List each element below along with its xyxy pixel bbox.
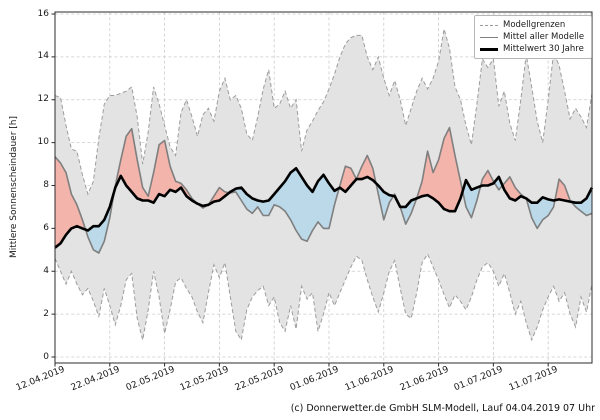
black-line-sample-icon [480, 47, 498, 51]
y-tick-label: 0 [43, 351, 49, 362]
legend-item-model-mean: Mittel aller Modelle [480, 31, 591, 43]
legend-label: Modellgrenzen [503, 20, 566, 30]
legend: Modellgrenzen Mittel aller Modelle Mitte… [474, 15, 592, 59]
lower-model-limit-line [54, 253, 593, 342]
dashed-line-sample-icon [480, 24, 498, 26]
y-tick-label: 14 [37, 51, 49, 62]
upper-model-limit-line [54, 28, 593, 196]
y-tick-label: 6 [43, 222, 49, 233]
climate-mean-line [54, 167, 594, 249]
copyright-caption: (c) Donnerwetter.de GmbH SLM-Modell, Lau… [290, 403, 595, 414]
legend-label: Mittelwert 30 Jahre [503, 44, 584, 54]
plot-border [54, 11, 593, 364]
y-tick-label: 4 [43, 265, 49, 276]
gray-line-sample-icon [480, 36, 498, 38]
y-tick-label: 10 [37, 137, 49, 148]
y-tick-label: 12 [37, 94, 49, 105]
legend-item-climate-mean: Mittelwert 30 Jahre [480, 43, 591, 55]
legend-label: Mittel aller Modelle [503, 32, 585, 42]
y-tick-label: 8 [43, 180, 49, 190]
y-tick-label: 2 [43, 308, 49, 319]
legend-item-model-limits: Modellgrenzen [480, 19, 591, 31]
y-tick-label: 16 [37, 8, 49, 19]
